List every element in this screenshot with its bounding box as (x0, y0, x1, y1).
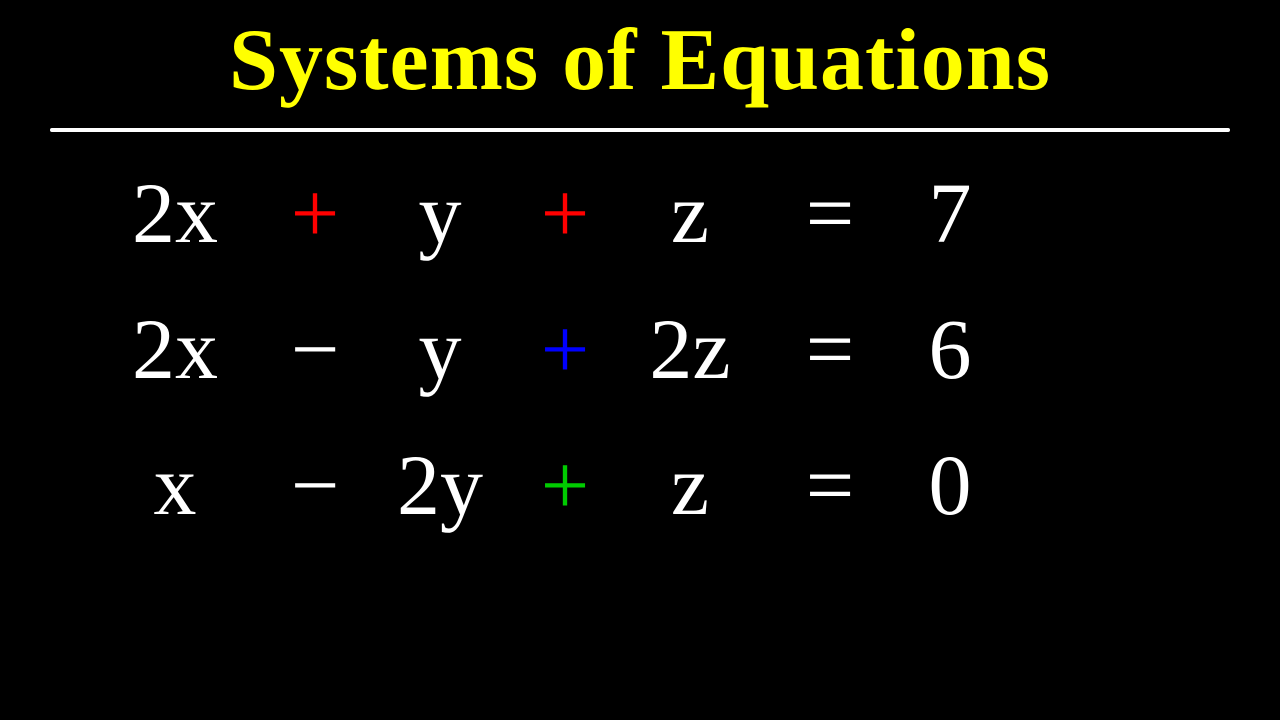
eq-operator: + (520, 442, 610, 528)
equation-row: 2x + y + z = 7 (80, 170, 1180, 256)
eq-term: 2x (80, 306, 270, 392)
page-title: Systems of Equations (0, 10, 1280, 111)
equations-block: 2x + y + z = 7 2x − y + 2z = 6 x − 2y + … (80, 170, 1180, 578)
eq-operator: + (270, 170, 360, 256)
eq-term: y (360, 170, 520, 256)
eq-term: z (610, 170, 770, 256)
eq-operator: + (520, 170, 610, 256)
eq-rhs: 7 (890, 170, 1010, 256)
eq-equals: = (770, 442, 890, 528)
eq-term: 2x (80, 170, 270, 256)
equation-row: x − 2y + z = 0 (80, 442, 1180, 528)
eq-operator: − (270, 306, 360, 392)
eq-operator: − (270, 442, 360, 528)
eq-term: z (610, 442, 770, 528)
eq-term: 2z (610, 306, 770, 392)
eq-term: y (360, 306, 520, 392)
eq-operator: + (520, 306, 610, 392)
eq-term: x (80, 442, 270, 528)
eq-equals: = (770, 306, 890, 392)
equation-row: 2x − y + 2z = 6 (80, 306, 1180, 392)
eq-rhs: 6 (890, 306, 1010, 392)
title-underline (50, 128, 1230, 132)
eq-rhs: 0 (890, 442, 1010, 528)
eq-equals: = (770, 170, 890, 256)
eq-term: 2y (360, 442, 520, 528)
